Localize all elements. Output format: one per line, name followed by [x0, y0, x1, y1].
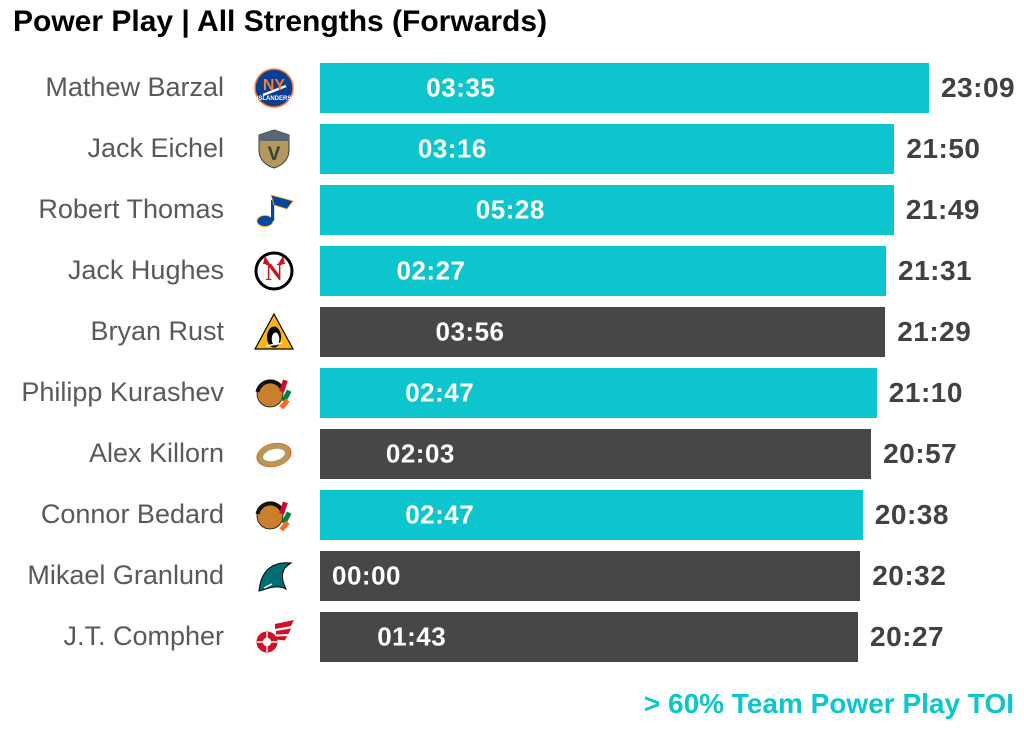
- team-logo-stl: [228, 188, 320, 232]
- player-name: Robert Thomas: [38, 194, 224, 224]
- bar-area: 02:03 20:57: [320, 428, 1024, 479]
- toi-bar: 01:43: [320, 611, 858, 662]
- svg-text:ISLANDERS: ISLANDERS: [257, 96, 292, 102]
- chi-logo: [255, 378, 292, 409]
- player-name: Bryan Rust: [90, 316, 224, 346]
- player-row: Bryan Rust 03:56 21:29: [0, 301, 1024, 362]
- svg-text:N: N: [265, 260, 283, 286]
- svg-text:V: V: [268, 144, 281, 165]
- toi-bar: 02:03: [320, 428, 872, 479]
- vgk-logo: V: [258, 128, 290, 169]
- sjs-logo: [258, 561, 293, 592]
- total-toi-label: 21:31: [898, 254, 973, 286]
- pp-toi-label: 02:27: [396, 255, 466, 285]
- bar-area: 00:00 20:32: [320, 550, 1024, 601]
- bar-area: 02:47 21:10: [320, 367, 1024, 418]
- pp-toi-label: 05:28: [475, 194, 545, 224]
- total-toi-label: 20:27: [870, 620, 945, 652]
- player-name: J.T. Compher: [63, 621, 224, 651]
- bar-area: 03:35 23:09: [320, 62, 1024, 113]
- pp-toi-label: 02:03: [385, 438, 455, 468]
- ana-logo: [256, 442, 292, 467]
- bar-area: 03:16 21:50: [320, 123, 1024, 174]
- total-toi-label: 21:49: [905, 193, 981, 225]
- player-row: J.T. Compher 01:43 20:27: [0, 606, 1024, 667]
- player-row: Mikael Granlund 00:00 20:32: [0, 545, 1024, 606]
- toi-bar: 02:47: [320, 489, 863, 540]
- bar-chart: Mathew Barzal NY ISLANDERS 03:35 23:09 Ja…: [0, 57, 1024, 667]
- team-logo-nyi: NY ISLANDERS: [228, 66, 320, 110]
- pp-toi-label: 03:16: [417, 133, 487, 163]
- svg-text:NY: NY: [263, 77, 286, 94]
- bar-area: 02:27 21:31: [320, 245, 1024, 296]
- toi-bar: 03:35: [320, 62, 929, 113]
- player-name: Jack Hughes: [67, 255, 224, 285]
- player-name: Jack Eichel: [87, 133, 224, 163]
- pp-toi-label: 01:43: [377, 621, 447, 651]
- nyi-logo: NY ISLANDERS: [254, 67, 294, 108]
- total-toi-label: 23:09: [941, 71, 1016, 103]
- player-row: Jack Eichel V 03:16 21:50: [0, 118, 1024, 179]
- total-toi-label: 21:29: [897, 315, 972, 347]
- pp-toi-label: 02:47: [405, 499, 475, 529]
- toi-bar: 00:00: [320, 550, 861, 601]
- page-title: Power Play | All Strengths (Forwards): [13, 5, 548, 38]
- toi-bar: 03:56: [320, 306, 886, 357]
- toi-bar: 02:47: [320, 367, 877, 418]
- player-name: Mikael Granlund: [27, 560, 224, 590]
- total-toi-label: 20:57: [883, 437, 958, 469]
- toi-bar: 03:16: [320, 123, 895, 174]
- team-logo-pit: [228, 310, 320, 354]
- team-logo-njd: N: [228, 249, 320, 293]
- player-name: Mathew Barzal: [45, 72, 224, 102]
- toi-bar: 02:27: [320, 245, 886, 296]
- det-logo: [256, 619, 294, 652]
- team-logo-chi: [228, 493, 320, 537]
- total-toi-label: 20:32: [872, 559, 947, 591]
- player-name: Alex Killorn: [88, 438, 224, 468]
- team-logo-chi: [228, 371, 320, 415]
- player-name: Connor Bedard: [40, 499, 224, 529]
- team-logo-det: [228, 615, 320, 659]
- bar-area: 05:28 21:49: [320, 184, 1024, 235]
- player-row: Mathew Barzal NY ISLANDERS 03:35 23:09: [0, 57, 1024, 118]
- njd-logo: N: [254, 251, 294, 290]
- chi-logo: [255, 500, 292, 531]
- player-name: Philipp Kurashev: [21, 377, 224, 407]
- bar-area: 03:56 21:29: [320, 306, 1024, 357]
- team-logo-ana: [228, 432, 320, 476]
- player-row: Philipp Kurashev 02:47 21:10: [0, 362, 1024, 423]
- total-toi-label: 20:38: [874, 498, 949, 530]
- pp-toi-label: 03:56: [435, 316, 505, 346]
- player-row: Robert Thomas 05:28 21:49: [0, 179, 1024, 240]
- pp-toi-label: 03:35: [426, 72, 496, 102]
- total-toi-label: 21:10: [888, 376, 963, 408]
- bar-area: 01:43 20:27: [320, 611, 1024, 662]
- stl-logo: [256, 193, 294, 227]
- pp-toi-label: 00:00: [332, 560, 401, 590]
- legend-note: > 60% Team Power Play TOI: [643, 688, 1014, 719]
- player-row: Alex Killorn 02:03 20:57: [0, 423, 1024, 484]
- team-logo-sjs: [228, 554, 320, 598]
- pp-toi-label: 02:47: [405, 377, 475, 407]
- player-row: Jack Hughes N 02:27 21:31: [0, 240, 1024, 301]
- toi-bar: 05:28: [320, 184, 894, 235]
- team-logo-vgk: V: [228, 127, 320, 171]
- bar-area: 02:47 20:38: [320, 489, 1024, 540]
- player-row: Connor Bedard 02:47 20:38: [0, 484, 1024, 545]
- pit-logo: [253, 312, 295, 350]
- total-toi-label: 21:50: [906, 132, 981, 164]
